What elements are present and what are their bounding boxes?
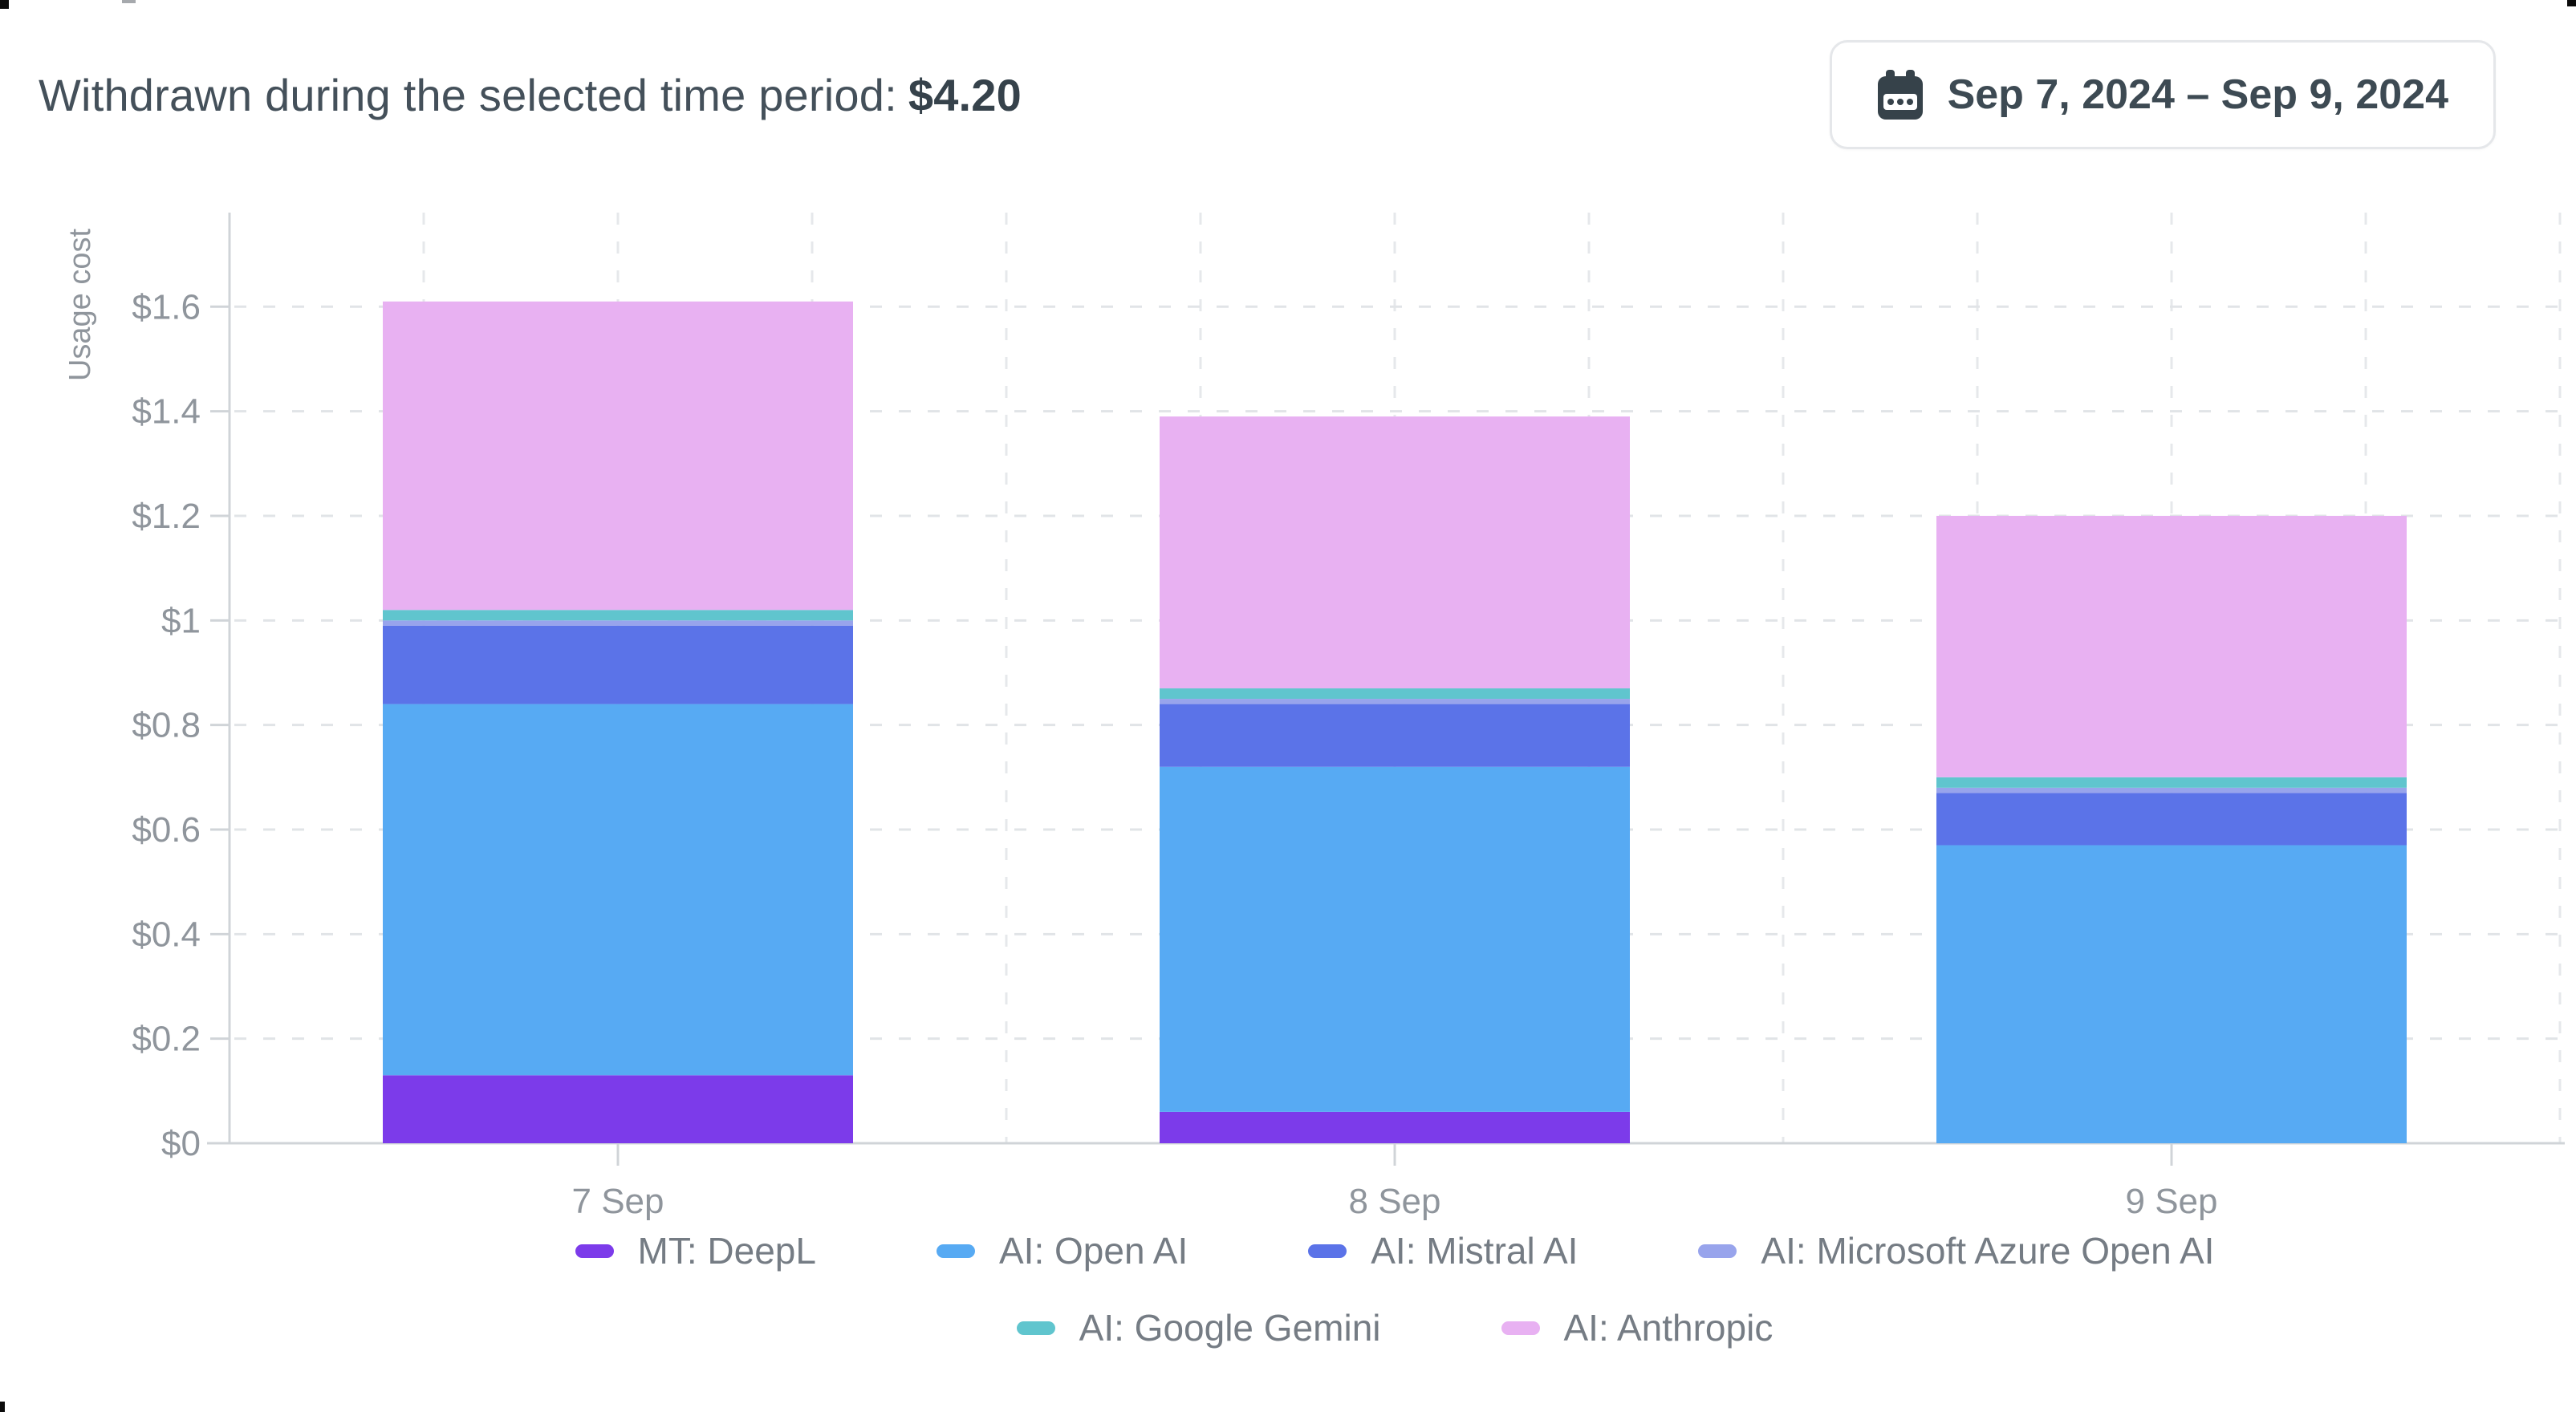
- bar-segment-8-Sep-AI-Open-AI[interactable]: [1160, 766, 1630, 1112]
- y-tick-label: $1.4: [132, 392, 201, 432]
- y-tick-label: $1: [161, 601, 201, 640]
- y-tick-label: $1.6: [132, 287, 201, 327]
- legend-label: AI: Microsoft Azure Open AI: [1761, 1230, 2215, 1272]
- legend-swatch-icon: [1016, 1321, 1055, 1335]
- x-tick-label: 9 Sep: [2126, 1182, 2218, 1221]
- bar-segment-7-Sep-AI-Anthropic[interactable]: [383, 301, 853, 611]
- legend-swatch-icon: [1308, 1244, 1347, 1258]
- legend-row-1: MT: DeepL AI: Open AI AI: Mistral AI AI: Mi…: [230, 1229, 2560, 1272]
- screen-edge-artifact-bottom-left: [0, 1402, 5, 1412]
- bar-segment-7-Sep-MT-DeepL[interactable]: [383, 1075, 853, 1143]
- legend-item-ai-mistral-ai[interactable]: AI: Mistral AI: [1308, 1229, 1578, 1272]
- y-tick-label: $0.6: [132, 810, 201, 850]
- withdrawn-amount: $4.20: [908, 69, 1022, 120]
- legend-swatch-icon: [1501, 1321, 1540, 1335]
- bar-segment-7-Sep-AI-Mistral-AI[interactable]: [383, 625, 853, 704]
- bar-segment-7-Sep-AI-Google-Gemini[interactable]: [383, 610, 853, 621]
- chart-header: Withdrawn during the selected time perio…: [39, 39, 2496, 151]
- screen-edge-artifact-top-sliver: [122, 0, 136, 3]
- x-tick-label: 7 Sep: [572, 1182, 664, 1221]
- chart-legend: MT: DeepL AI: Open AI AI: Mistral AI AI: Mi…: [230, 1229, 2560, 1349]
- bar-segment-7-Sep-AI-Microsoft-Azure-Open-AI[interactable]: [383, 620, 853, 626]
- x-tick-label: 8 Sep: [1349, 1182, 1441, 1221]
- bar-segment-8-Sep-AI-Microsoft-Azure-Open-AI[interactable]: [1160, 699, 1630, 704]
- withdrawn-summary: Withdrawn during the selected time perio…: [39, 69, 1022, 121]
- withdrawn-summary-label: Withdrawn during the selected time perio…: [39, 69, 897, 120]
- screen-edge-artifact-top-left: [0, 0, 9, 9]
- bar-segment-7-Sep-AI-Open-AI[interactable]: [383, 704, 853, 1076]
- y-tick-label: $0.4: [132, 915, 201, 954]
- y-axis-title: Usage cost: [63, 229, 97, 382]
- bar-segment-8-Sep-AI-Google-Gemini[interactable]: [1160, 688, 1630, 700]
- y-tick-label: $0.8: [132, 706, 201, 745]
- date-range-button[interactable]: Sep 7, 2024 – Sep 9, 2024: [1829, 40, 2496, 149]
- legend-swatch-icon: [1698, 1244, 1737, 1258]
- bar-segment-9-Sep-AI-Microsoft-Azure-Open-AI[interactable]: [1936, 787, 2407, 793]
- bar-segment-9-Sep-AI-Anthropic[interactable]: [1936, 515, 2407, 777]
- y-tick-label: $0: [161, 1124, 201, 1163]
- legend-item-mt-deepl[interactable]: MT: DeepL: [575, 1229, 816, 1272]
- bar-segment-8-Sep-AI-Anthropic[interactable]: [1160, 416, 1630, 689]
- y-tick-label: $1.2: [132, 497, 201, 536]
- legend-label: AI: Mistral AI: [1371, 1230, 1579, 1272]
- legend-item-ai-open-ai[interactable]: AI: Open AI: [936, 1229, 1188, 1272]
- legend-label: MT: DeepL: [637, 1230, 816, 1272]
- legend-label: AI: Google Gemini: [1079, 1307, 1381, 1349]
- bar-segment-9-Sep-AI-Google-Gemini[interactable]: [1936, 777, 2407, 788]
- legend-label: AI: Anthropic: [1563, 1307, 1774, 1349]
- legend-row-2: AI: Google Gemini AI: Anthropic: [230, 1306, 2560, 1349]
- y-tick-label: $0.2: [132, 1020, 201, 1059]
- date-range-label: Sep 7, 2024 – Sep 9, 2024: [1947, 71, 2448, 118]
- bar-segment-8-Sep-AI-Mistral-AI[interactable]: [1160, 704, 1630, 767]
- screen-edge-artifact-top-right: [2567, 0, 2576, 6]
- legend-swatch-icon: [575, 1244, 614, 1258]
- bar-segment-8-Sep-MT-DeepL[interactable]: [1160, 1111, 1630, 1143]
- bar-segment-9-Sep-AI-Mistral-AI[interactable]: [1936, 793, 2407, 846]
- calendar-icon: [1877, 70, 1924, 120]
- legend-item-ai-anthropic[interactable]: AI: Anthropic: [1501, 1306, 1774, 1349]
- legend-item-ai-google-gemini[interactable]: AI: Google Gemini: [1016, 1306, 1381, 1349]
- legend-item-ai-microsoft-azure-open-ai[interactable]: AI: Microsoft Azure Open AI: [1698, 1229, 2214, 1272]
- legend-swatch-icon: [936, 1244, 975, 1258]
- legend-label: AI: Open AI: [998, 1230, 1188, 1272]
- bar-segment-9-Sep-AI-Open-AI[interactable]: [1936, 845, 2407, 1143]
